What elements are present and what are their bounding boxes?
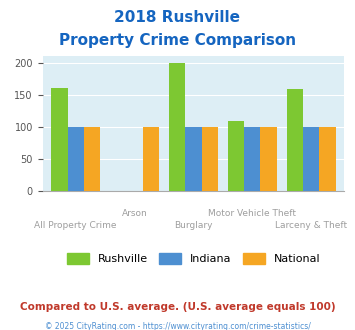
Bar xyxy=(303,127,320,191)
Text: Property Crime Comparison: Property Crime Comparison xyxy=(59,33,296,48)
Bar xyxy=(244,127,261,191)
Bar xyxy=(228,121,244,191)
Bar xyxy=(261,127,277,191)
Bar xyxy=(143,127,159,191)
Text: © 2025 CityRating.com - https://www.cityrating.com/crime-statistics/: © 2025 CityRating.com - https://www.city… xyxy=(45,322,310,330)
Bar xyxy=(202,127,218,191)
Legend: Rushville, Indiana, National: Rushville, Indiana, National xyxy=(62,248,325,269)
Bar xyxy=(320,127,335,191)
Bar xyxy=(185,127,202,191)
Text: Compared to U.S. average. (U.S. average equals 100): Compared to U.S. average. (U.S. average … xyxy=(20,302,335,312)
Text: Motor Vehicle Theft: Motor Vehicle Theft xyxy=(208,209,296,218)
Bar xyxy=(51,88,67,191)
Bar xyxy=(84,127,100,191)
Text: Larceny & Theft: Larceny & Theft xyxy=(275,221,347,230)
Text: Burglary: Burglary xyxy=(174,221,213,230)
Bar xyxy=(67,127,84,191)
Bar xyxy=(287,89,303,191)
Text: 2018 Rushville: 2018 Rushville xyxy=(115,10,240,25)
Text: Arson: Arson xyxy=(122,209,147,218)
Text: All Property Crime: All Property Crime xyxy=(34,221,117,230)
Bar xyxy=(169,63,185,191)
